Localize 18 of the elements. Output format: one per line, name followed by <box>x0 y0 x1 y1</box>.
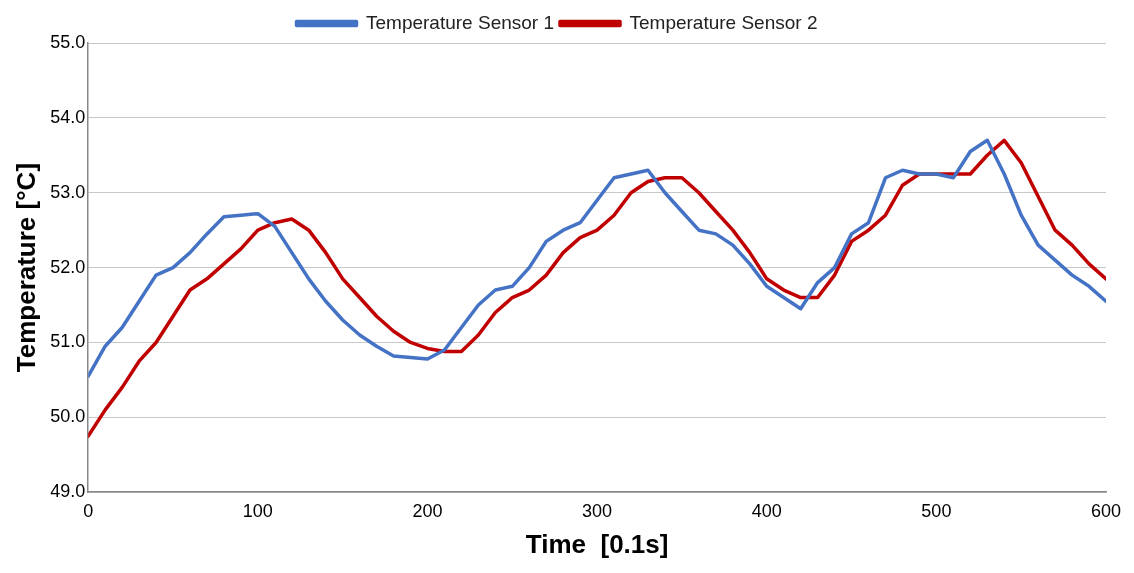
x-tick-label: 500 <box>921 500 952 521</box>
legend-label: Temperature Sensor 1 <box>366 11 555 33</box>
y-tick-label: 55.0 <box>50 31 86 52</box>
legend-label: Temperature Sensor 2 <box>629 11 818 33</box>
x-tick-label: 400 <box>751 500 782 521</box>
x-tick-label: 600 <box>1090 500 1122 521</box>
x-tick-label: 100 <box>242 500 273 521</box>
y-tick-label: 51.0 <box>50 331 86 352</box>
x-axis-title: Time [0.1s] <box>525 528 669 559</box>
x-tick-label: 300 <box>582 500 613 521</box>
y-tick-label: 53.0 <box>50 181 86 202</box>
y-tick-label: 50.0 <box>50 406 86 427</box>
y-axis-title: Temperature [°C] <box>10 162 41 373</box>
y-tick-label: 52.0 <box>50 256 86 277</box>
y-tick-label: 49.0 <box>50 481 86 502</box>
x-tick-label: 0 <box>83 500 94 521</box>
y-tick-label: 54.0 <box>50 106 86 127</box>
x-tick-label: 200 <box>412 500 443 521</box>
